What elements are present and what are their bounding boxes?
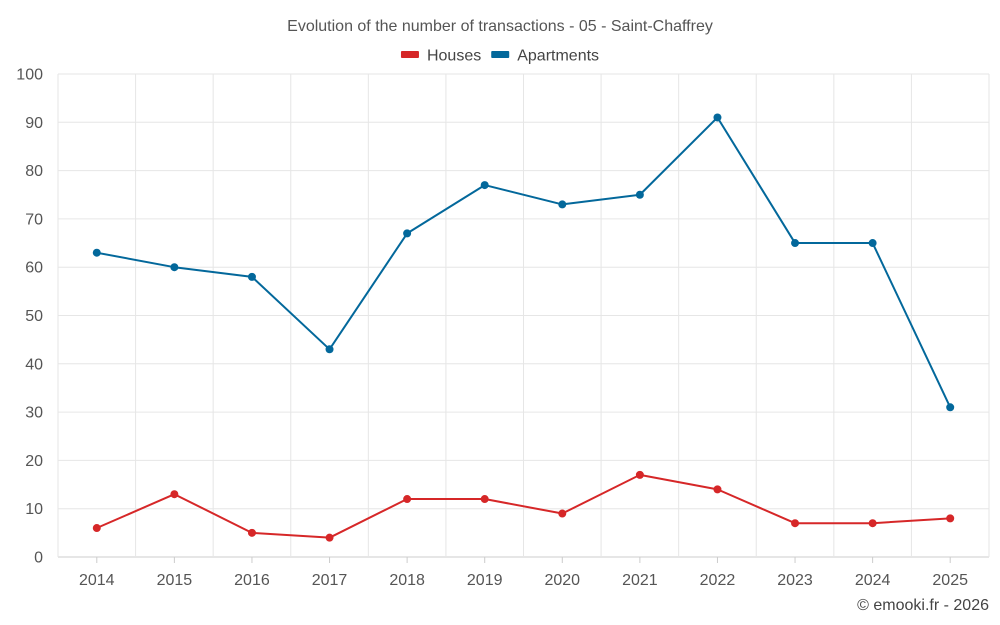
x-tick-label: 2023 [777,572,813,589]
y-tick-label: 30 [25,405,43,422]
x-tick-label: 2016 [234,572,270,589]
data-point-apartments[interactable] [946,403,955,412]
data-point-apartments[interactable] [325,345,334,354]
legend-label-apartments: Apartments [517,48,599,65]
data-point-apartments[interactable] [635,190,644,199]
data-point-houses[interactable] [247,528,256,537]
data-point-apartments[interactable] [868,239,877,248]
data-point-houses[interactable] [558,509,567,518]
data-point-houses[interactable] [480,495,489,504]
x-tick-label: 2022 [700,572,736,589]
chart-title: Evolution of the number of transactions … [287,18,713,35]
x-tick-label: 2024 [855,572,891,589]
series-line-houses [96,473,951,539]
x-tick-label: 2020 [544,572,580,589]
x-tick-label: 2018 [389,572,425,589]
data-point-apartments[interactable] [403,229,412,238]
x-tick-label: 2021 [622,572,658,589]
y-tick-label: 60 [25,260,43,277]
x-tick-label: 2019 [467,572,503,589]
x-tick-label: 2025 [932,572,968,589]
grid [57,73,990,558]
legend-label-houses: Houses [427,48,481,65]
data-point-houses[interactable] [868,519,877,528]
legend-item-houses[interactable]: Houses [400,48,481,65]
legend-swatch-houses [400,51,419,58]
data-point-apartments[interactable] [713,113,722,122]
data-point-apartments[interactable] [247,272,256,281]
data-point-houses[interactable] [713,485,722,494]
data-point-houses[interactable] [92,524,101,533]
data-point-apartments[interactable] [791,239,800,248]
data-point-houses[interactable] [791,519,800,528]
series-apartments [92,113,955,412]
y-tick-label: 0 [34,550,43,567]
y-tick-label: 40 [25,356,43,373]
series-line-apartments [96,116,952,408]
y-tick-label: 80 [25,163,43,180]
y-tick-label: 70 [25,211,43,228]
data-point-apartments[interactable] [480,181,489,190]
x-tick-label: 2014 [79,572,115,589]
y-tick-label: 50 [25,308,43,325]
data-point-apartments[interactable] [558,200,567,209]
credit-text: © emooki.fr - 2026 [857,597,989,614]
x-tick-label: 2017 [312,572,348,589]
legend-item-apartments[interactable]: Apartments [491,48,599,65]
y-tick-label: 100 [16,67,43,84]
y-tick-label: 10 [25,501,43,518]
y-tick-label: 20 [25,453,43,470]
series-houses [92,470,955,542]
legend-swatch-apartments [491,51,510,58]
data-point-houses[interactable] [635,470,644,479]
data-point-houses[interactable] [946,514,955,523]
data-point-apartments[interactable] [170,263,179,272]
legend[interactable]: Houses Apartments [400,48,599,65]
y-axis-ticks: 0 10 20 30 40 50 60 70 80 90 100 [16,67,43,567]
data-point-houses[interactable] [325,533,334,542]
x-axis-ticks: 2014 2015 2016 2017 2018 2019 2020 2021 2022 2023… [79,557,968,589]
y-tick-label: 90 [25,115,43,132]
data-point-houses[interactable] [403,495,412,504]
x-tick-label: 2015 [157,572,193,589]
data-point-apartments[interactable] [92,248,101,257]
series-layer [92,113,955,542]
data-point-houses[interactable] [170,490,179,499]
